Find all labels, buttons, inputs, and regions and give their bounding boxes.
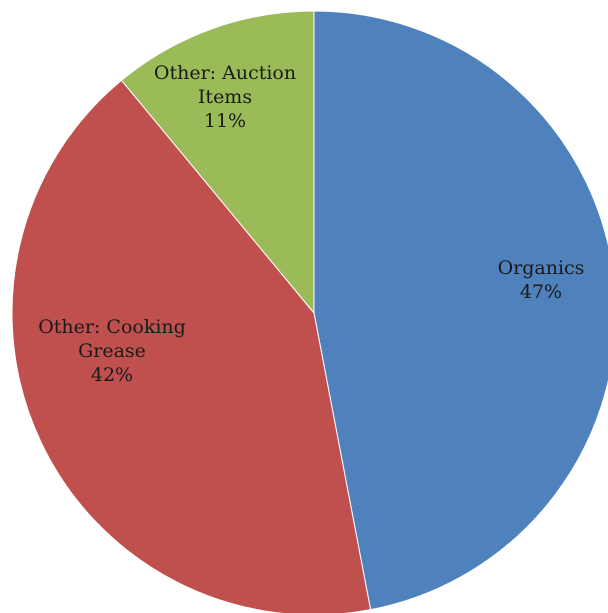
pie-slices [11, 10, 608, 613]
pie-labels: Organics 47%Other: Cooking Grease 42%Other:… [38, 62, 584, 386]
pie-slice [11, 79, 372, 613]
slice-name-label: Other: Cooking [38, 316, 186, 338]
slice-label: Other: Auction Items 11% [154, 62, 296, 132]
slice-percent-label: 47% [520, 281, 562, 303]
pie-slice [313, 10, 608, 611]
slice-name-label: Items [198, 86, 252, 108]
slice-name-label: Grease [78, 340, 146, 362]
slice-percent-label: 11% [204, 110, 246, 132]
slice-label: Organics 47% [498, 257, 585, 303]
slice-name-label: Other: Auction [154, 62, 296, 84]
slice-label: Other: Cooking Grease 42% [38, 316, 186, 386]
pie-slice [120, 10, 315, 315]
slice-name-label: Organics [498, 257, 585, 279]
slice-percent-label: 42% [91, 364, 133, 386]
